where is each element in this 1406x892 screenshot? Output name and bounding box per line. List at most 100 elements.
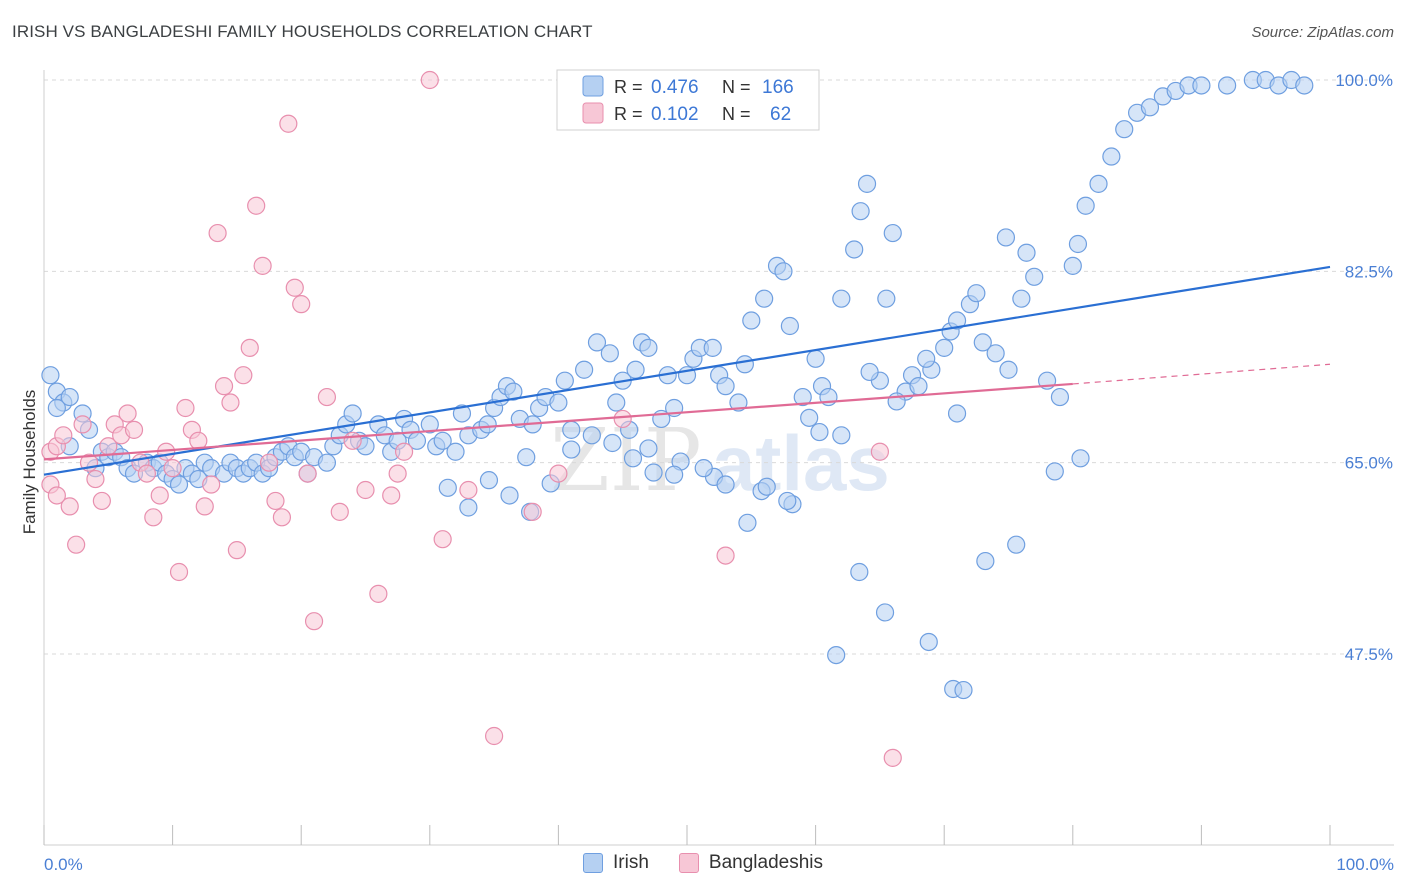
irish-point — [452, 404, 472, 423]
irish-point — [639, 439, 658, 458]
irish-point — [999, 360, 1018, 379]
bangla-point — [420, 70, 439, 90]
irish-point — [1076, 196, 1095, 215]
irish-point — [1017, 243, 1036, 262]
irish-point — [1007, 535, 1026, 554]
irish-point — [755, 289, 774, 308]
bangla-point — [150, 486, 169, 505]
bangla-point — [259, 453, 279, 472]
bangla-point — [613, 409, 632, 429]
irish-point — [1115, 120, 1134, 139]
irish-trendline — [43, 265, 1331, 476]
irish-point — [1295, 76, 1314, 95]
bangla-trendline — [43, 382, 1073, 461]
irish-point — [729, 393, 748, 412]
legend-n-label-bangla: N = — [722, 104, 751, 124]
bangla-point — [382, 486, 401, 505]
bangla-point — [163, 459, 182, 478]
bangla-point — [388, 464, 407, 483]
irish-point — [973, 333, 992, 352]
irish-point — [639, 338, 658, 357]
bangla-point — [118, 404, 137, 423]
bangla-point — [298, 464, 317, 483]
bangla-point — [433, 530, 452, 549]
irish-point — [549, 393, 568, 412]
legend-top: R = 0.476 N = 166 R = 0.102 N = 62 — [556, 69, 820, 131]
bangla-point — [240, 338, 259, 357]
source-label: Source: ZipAtlas.com — [1251, 24, 1394, 41]
irish-point — [827, 645, 846, 665]
irish-point — [504, 382, 523, 401]
bangla-point — [279, 114, 298, 133]
bangla-point — [47, 486, 66, 505]
irish-point — [1140, 98, 1160, 117]
bangla-point — [304, 612, 324, 631]
bangla-point — [356, 480, 375, 500]
bangla-point — [266, 491, 285, 511]
irish-point — [845, 240, 864, 259]
legend-item-irish[interactable]: Irish — [583, 852, 649, 874]
y-axis-title: Family Households — [20, 390, 39, 535]
legend-r-label-irish: R = — [614, 77, 643, 97]
bangla-point — [176, 398, 195, 418]
x-tick-min: 0.0% — [44, 855, 83, 874]
irish-point — [665, 465, 684, 484]
irish-point — [607, 393, 626, 412]
irish-point — [935, 338, 954, 357]
legend-swatch-irish-bottom — [583, 853, 603, 873]
irish-point — [947, 311, 967, 330]
irish-point — [47, 398, 66, 418]
legend-item-bangladeshis[interactable]: Bangladeshis — [678, 852, 823, 874]
irish-point — [919, 632, 938, 652]
bangla-trendline-extension — [1072, 363, 1331, 385]
irish-point — [603, 433, 622, 453]
irish-point — [446, 442, 465, 461]
irish-point — [575, 360, 594, 379]
irish-point — [986, 344, 1005, 363]
irish-point — [478, 415, 497, 434]
legend-swatch-irish — [582, 75, 604, 97]
legend-n-value-irish: 166 — [762, 77, 794, 98]
irish-point — [976, 551, 995, 571]
bangla-point — [485, 726, 504, 746]
irish-point — [169, 475, 189, 494]
irish-point — [420, 415, 439, 434]
irish-point — [517, 448, 536, 467]
irish-point — [877, 289, 896, 308]
irish-point — [41, 366, 60, 385]
irish-point — [780, 316, 799, 336]
irish-point — [1192, 76, 1211, 95]
bangla-point — [67, 535, 86, 554]
y-tick-label: 47.5% — [1345, 645, 1393, 664]
irish-point — [716, 377, 735, 396]
x-tick-max: 100.0% — [1336, 855, 1394, 874]
bangla-point — [221, 393, 240, 412]
bangla-point — [73, 415, 92, 434]
y-tick-label: 100.0% — [1335, 71, 1393, 90]
legend-swatch-bangla — [582, 102, 604, 124]
bangla-point — [523, 502, 542, 521]
bangla-point — [394, 442, 414, 461]
irish-point — [1068, 234, 1088, 254]
irish-point — [703, 338, 722, 357]
irish-point — [1045, 462, 1064, 481]
irish-point — [1089, 174, 1108, 193]
bangla-point — [247, 196, 266, 215]
bangla-point — [169, 562, 189, 582]
bangla-point — [870, 442, 890, 461]
irish-point — [582, 426, 601, 445]
bangla-point — [549, 464, 568, 483]
irish-point — [343, 404, 362, 423]
bangla-point — [54, 426, 73, 445]
irish-point — [875, 603, 895, 622]
irish-point — [806, 349, 825, 368]
bangla-point — [272, 508, 292, 527]
y-tick-label: 82.5% — [1345, 262, 1393, 281]
legend-n-value-bangla: 62 — [770, 104, 791, 125]
irish-point — [644, 463, 663, 482]
legend-r-value-irish: 0.476 — [651, 77, 699, 98]
irish-point — [832, 289, 851, 308]
bangla-point — [214, 377, 234, 396]
irish-point — [742, 311, 761, 330]
irish-point — [947, 404, 967, 423]
